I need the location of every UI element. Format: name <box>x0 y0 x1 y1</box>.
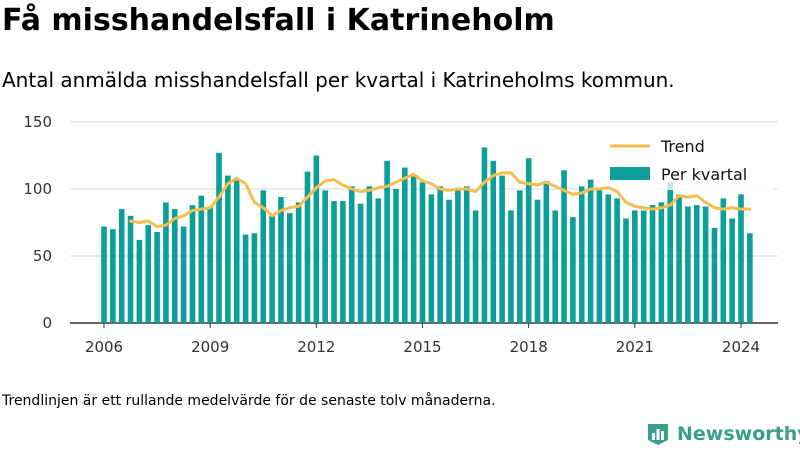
bar <box>340 201 346 323</box>
bar <box>366 186 373 323</box>
bar <box>490 160 497 323</box>
x-tick-label: 2012 <box>297 338 335 356</box>
bar <box>720 198 727 323</box>
bar <box>543 180 550 323</box>
bar <box>685 206 691 323</box>
x-tick-label: 2024 <box>722 338 760 356</box>
bar <box>747 233 753 323</box>
bar <box>251 233 258 323</box>
bar <box>525 158 532 323</box>
bar <box>357 203 364 323</box>
chart-title: Få misshandelsfall i Katrineholm <box>2 3 555 38</box>
bar <box>614 198 620 323</box>
bar <box>127 215 134 323</box>
bar <box>393 189 399 323</box>
bar <box>269 215 275 323</box>
bar <box>738 194 744 323</box>
legend-bar-swatch <box>610 167 650 180</box>
bar <box>410 175 417 323</box>
x-tick-label: 2015 <box>403 338 441 356</box>
bar <box>110 229 116 323</box>
chart-area: 0 50 100 150 2006 2009 2012 2015 2018 2021 2024 Tre… <box>23 113 778 356</box>
bar <box>676 194 682 323</box>
chart-subtitle: Antal anmälda misshandelsfall per kvarta… <box>2 68 675 92</box>
bar <box>587 179 594 323</box>
bar <box>198 195 205 323</box>
bar <box>446 199 452 323</box>
bar <box>632 210 638 323</box>
bar <box>649 205 656 323</box>
bar <box>207 206 213 323</box>
bar <box>605 194 612 323</box>
bar <box>118 209 125 323</box>
x-tick-label: 2006 <box>85 338 123 356</box>
logo-text: Newsworthy <box>677 423 800 445</box>
bar <box>348 186 355 323</box>
y-tick-label: 0 <box>42 314 52 332</box>
x-tick-label: 2021 <box>616 338 654 356</box>
bar <box>304 171 311 323</box>
bar <box>260 190 267 323</box>
bar <box>225 175 231 323</box>
bar <box>623 218 629 323</box>
bar <box>428 194 435 323</box>
bar <box>472 210 479 323</box>
bar <box>499 175 505 323</box>
bar <box>578 186 585 323</box>
bar <box>517 190 523 323</box>
bar <box>455 189 461 323</box>
bar <box>561 170 567 323</box>
bar <box>702 206 709 323</box>
bar <box>667 182 674 323</box>
bar <box>101 226 107 323</box>
bar <box>233 179 240 323</box>
footnote: Trendlinjen är ett rullande medelvärde f… <box>2 393 496 409</box>
bar <box>534 199 541 323</box>
bar <box>384 160 390 323</box>
legend-bar-label: Per kvartal <box>661 165 747 184</box>
bar <box>322 190 328 323</box>
bar <box>154 231 160 323</box>
bar <box>552 210 559 323</box>
bar <box>313 155 320 323</box>
bar <box>508 210 514 323</box>
trend-line <box>129 171 752 229</box>
newsworthy-logo: Newsworthy <box>645 420 800 448</box>
bar <box>481 147 488 323</box>
bar <box>596 189 603 323</box>
bar <box>402 167 408 323</box>
bar <box>640 210 647 323</box>
x-tick-label: 2009 <box>191 338 229 356</box>
bar <box>693 205 700 323</box>
bar <box>729 218 735 323</box>
bar <box>711 227 718 323</box>
bar <box>163 202 169 323</box>
bar <box>242 234 249 323</box>
y-tick-label: 50 <box>33 247 52 265</box>
bar <box>658 202 665 323</box>
y-tick-label: 150 <box>23 113 52 131</box>
bar <box>216 152 222 323</box>
bar <box>145 225 152 323</box>
bar <box>331 201 337 323</box>
bar <box>278 197 284 323</box>
bar <box>189 205 196 323</box>
newsworthy-bar-chart-icon <box>648 424 668 445</box>
x-tick-label: 2018 <box>510 338 548 356</box>
bar <box>286 213 293 323</box>
y-tick-label: 100 <box>23 180 52 198</box>
bar <box>437 186 443 323</box>
bar <box>295 202 302 323</box>
bar <box>171 209 178 323</box>
bar <box>136 239 143 323</box>
bar <box>570 217 576 323</box>
bar <box>419 182 426 323</box>
bar <box>180 226 187 323</box>
bar <box>375 198 382 323</box>
legend-trend-label: Trend <box>660 137 705 156</box>
bar <box>463 186 470 323</box>
